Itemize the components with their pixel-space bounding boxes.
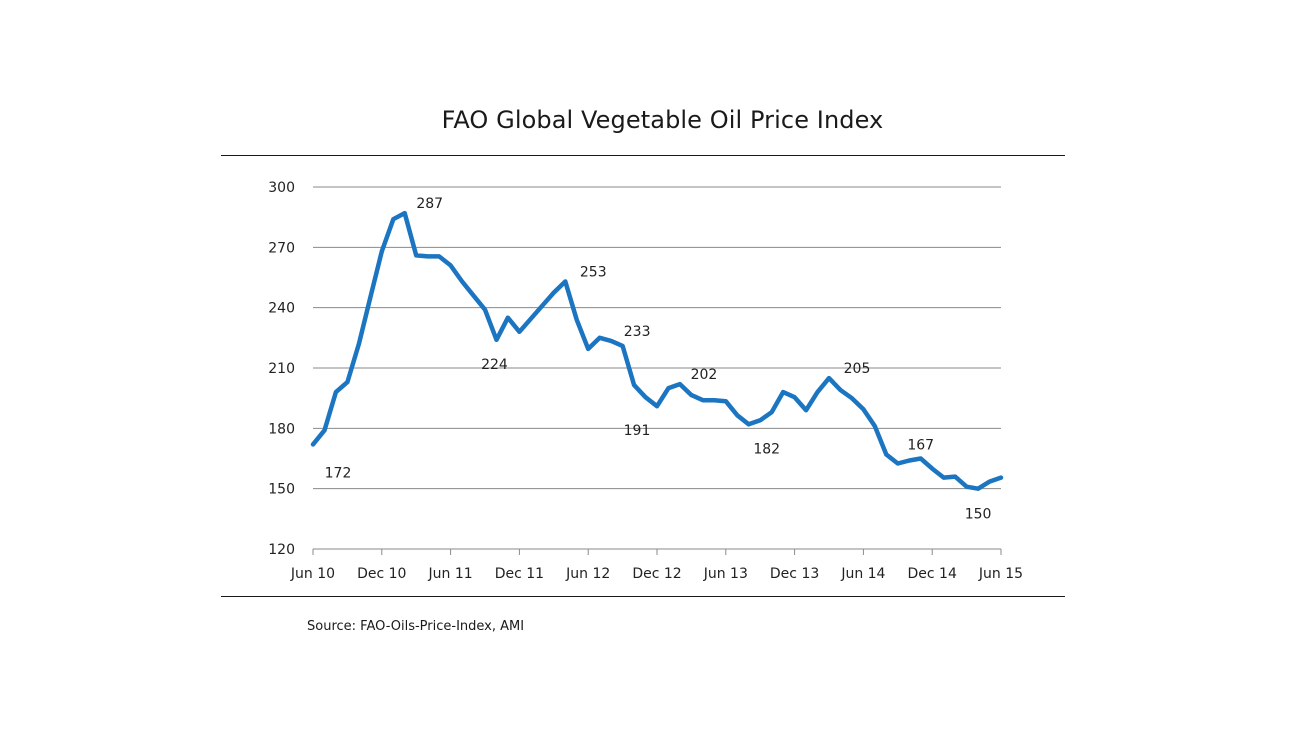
y-tick-label: 240 <box>268 301 295 317</box>
x-tick-label: Dec 12 <box>632 566 681 582</box>
x-tick-label: Jun 15 <box>978 566 1023 582</box>
x-tick-label: Jun 10 <box>290 566 335 582</box>
data-label: 182 <box>753 441 780 457</box>
x-tick-label: Dec 11 <box>495 566 544 582</box>
y-tick-label: 180 <box>268 421 295 437</box>
x-tick-label: Jun 13 <box>703 566 748 582</box>
data-label: 224 <box>481 357 508 373</box>
x-tick-label: Jun 12 <box>565 566 610 582</box>
data-label: 202 <box>691 367 718 383</box>
chart-title: FAO Global Vegetable Oil Price Index <box>441 106 884 134</box>
data-label: 233 <box>624 324 651 340</box>
data-label: 172 <box>325 465 352 481</box>
data-label: 205 <box>844 361 871 377</box>
data-label: 191 <box>624 423 651 439</box>
x-tick-label: Dec 14 <box>908 566 957 582</box>
x-tick-label: Jun 14 <box>840 566 885 582</box>
y-tick-label: 300 <box>268 180 295 196</box>
data-label: 167 <box>907 438 934 454</box>
data-label: 287 <box>416 196 443 212</box>
y-tick-label: 270 <box>268 240 295 256</box>
x-tick-label: Jun 11 <box>428 566 473 582</box>
y-tick-label: 150 <box>268 482 295 498</box>
series-line <box>310 210 1004 491</box>
source-note: Source: FAO-Oils-Price-Index, AMI <box>307 619 525 634</box>
y-tick-label: 120 <box>268 542 295 558</box>
data-label: 253 <box>580 265 607 281</box>
x-tick-label: Dec 13 <box>770 566 819 582</box>
x-tick-label: Dec 10 <box>357 566 406 582</box>
bottom-rule <box>221 596 1065 597</box>
y-tick-label: 210 <box>268 361 295 377</box>
top-rule <box>221 155 1065 156</box>
data-label: 150 <box>965 507 992 523</box>
